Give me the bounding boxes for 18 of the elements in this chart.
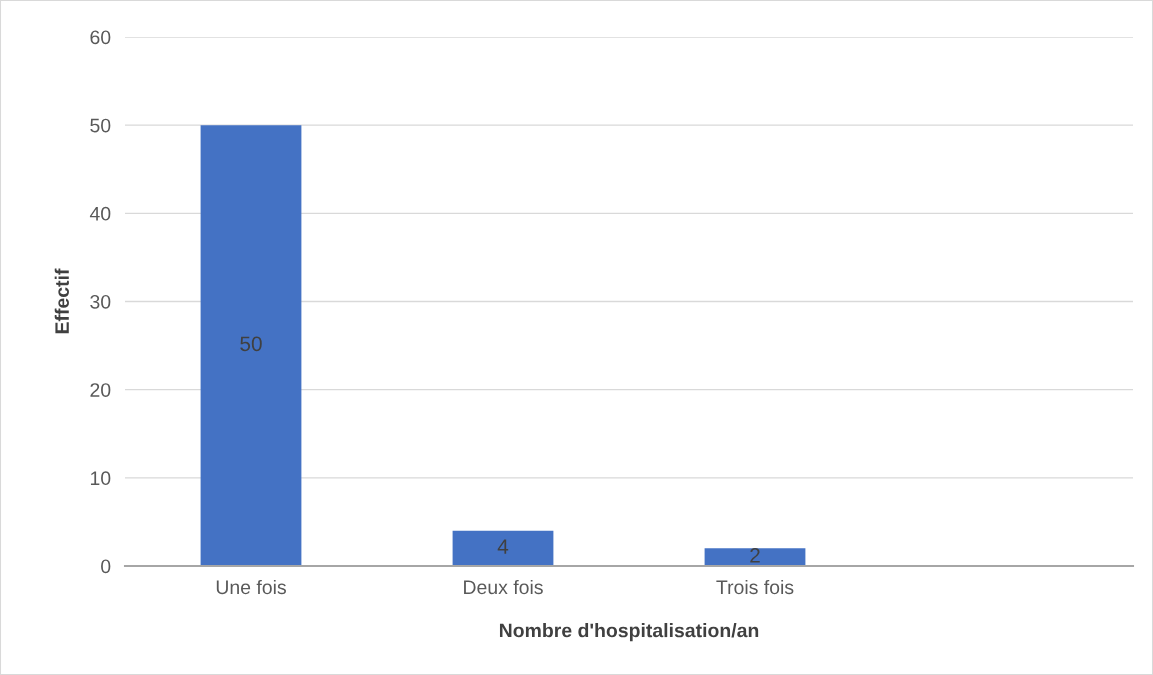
y-tick-label: 10 <box>90 471 111 486</box>
y-tick-label: 40 <box>89 206 111 221</box>
y-tick-label: 50 <box>90 118 111 133</box>
data-label: 50 <box>240 336 262 352</box>
y-tick-label: 0 <box>101 559 111 574</box>
bar <box>452 530 554 566</box>
bar <box>200 125 302 566</box>
x-tick-label: Trois fois <box>716 579 794 595</box>
data-label: 4 <box>497 539 509 554</box>
bar <box>704 548 806 566</box>
y-tick-label: 30 <box>90 294 111 309</box>
y-tick-label: 20 <box>90 383 111 397</box>
data-label: 2 <box>750 548 760 563</box>
x-tick-label: Deux fois <box>464 579 543 595</box>
x-axis-title: Nombre d'hospitalisation/an <box>499 623 759 642</box>
y-axis-title: Effectif <box>54 268 69 334</box>
x-tick-label: Une fois <box>216 579 286 595</box>
y-tick-label: 60 <box>90 30 111 45</box>
